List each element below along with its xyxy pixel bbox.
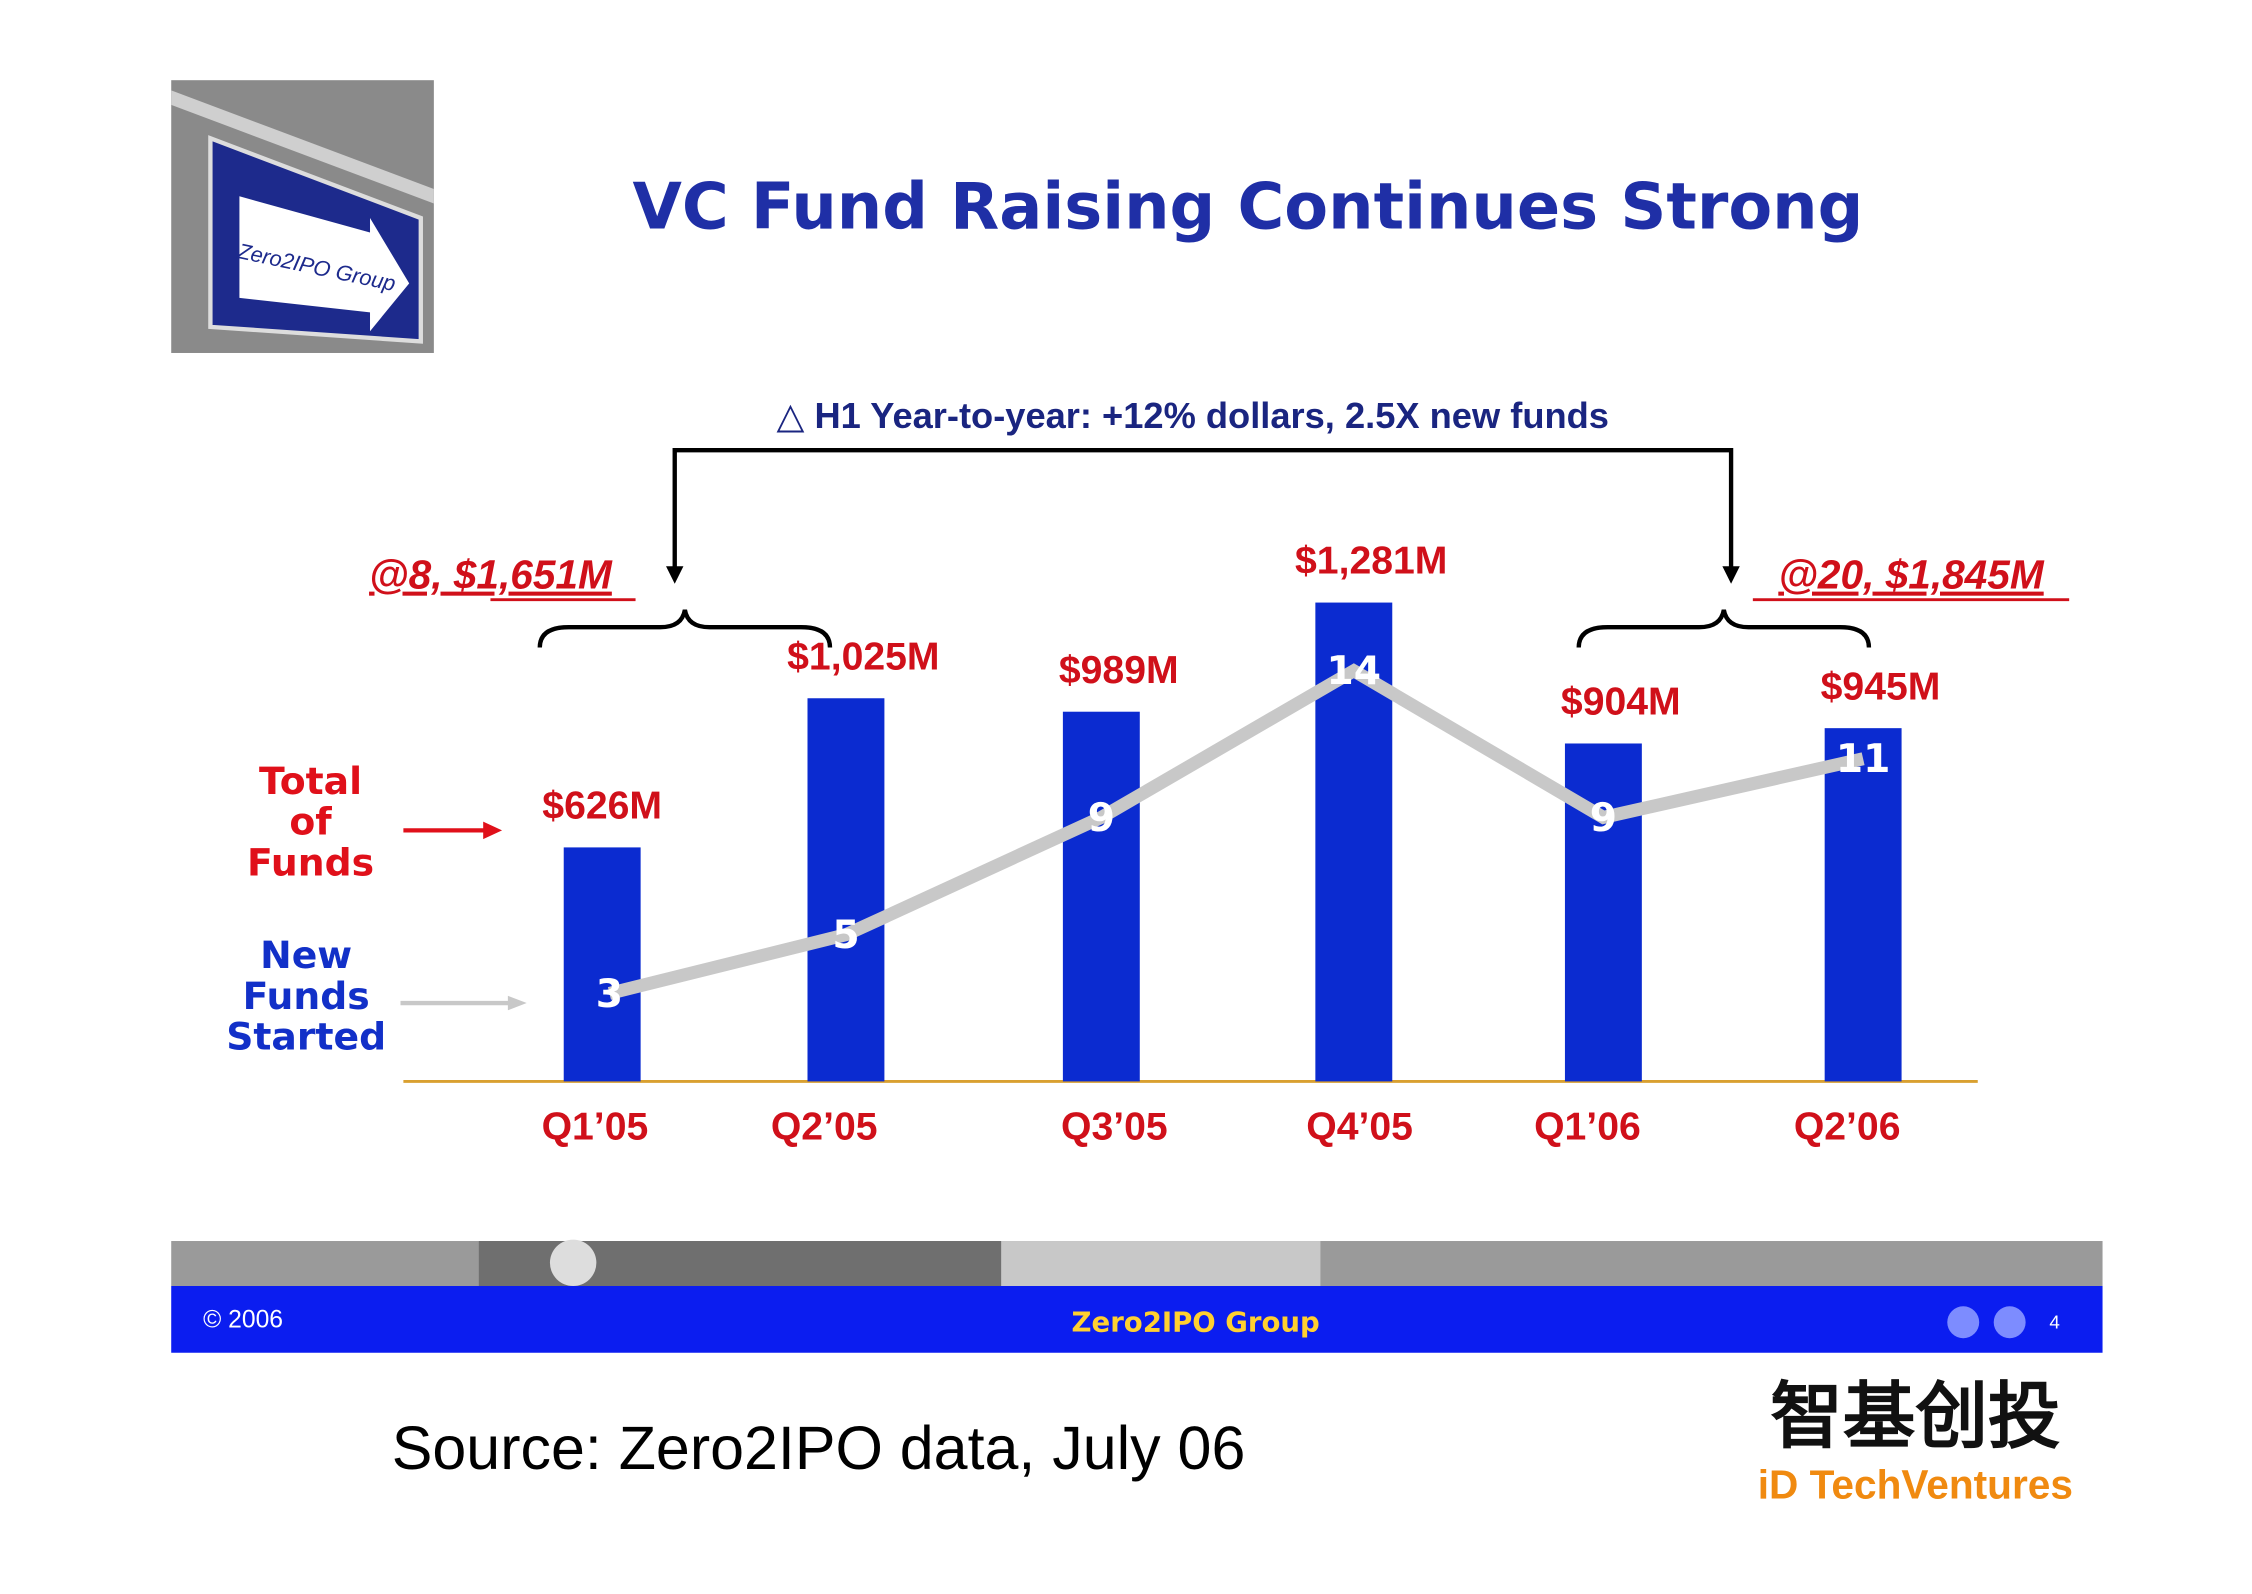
brand-chinese: 智基创投	[1770, 1377, 2060, 1458]
x-tick-label: Q2’05	[771, 1106, 878, 1149]
bar	[1824, 728, 1902, 1082]
logo: Zero2IPO Group	[171, 80, 434, 353]
footer-company: Zero2IPO Group	[1072, 1307, 1320, 1339]
bracket-label: @20, $1,845M	[1778, 552, 2045, 598]
footer-copyright: © 2006	[203, 1306, 283, 1333]
line-label: 14	[1327, 649, 1382, 694]
value-label: $626M	[542, 785, 662, 828]
page-number: 4	[2049, 1312, 2060, 1333]
value-label: $1,025M	[787, 635, 939, 678]
connector	[672, 448, 1734, 578]
legend-bar: Total of Funds	[246, 762, 375, 886]
footer-dot	[1993, 1306, 2026, 1339]
plot: $626M Q1’05 $1,025M Q2’05 $989M Q3’05 $1,281M Q…	[542, 540, 1941, 1149]
value-label: $989M	[1059, 649, 1179, 692]
footer-photos	[1001, 1241, 1321, 1286]
line	[607, 663, 1865, 1000]
x-tick-label: Q3’05	[1061, 1106, 1168, 1149]
logo-rail	[171, 90, 434, 204]
legend-label: New Funds Started	[226, 936, 387, 1060]
x-tick-label: Q1’05	[542, 1106, 649, 1149]
brace	[1576, 609, 1872, 648]
logo-arrow	[239, 196, 410, 332]
brand-english: iD TechVentures	[1758, 1461, 2073, 1507]
line-label: 11	[1836, 737, 1890, 782]
source: Source: Zero2IPO data, July 06	[392, 1414, 1246, 1482]
line-label: 9	[1590, 796, 1617, 841]
bar	[1062, 711, 1140, 1082]
line-label: 3	[596, 972, 623, 1017]
x-tick-label: Q4’05	[1306, 1106, 1413, 1149]
legend-label: Total of Funds	[246, 762, 375, 886]
line-label: 5	[832, 913, 859, 958]
value-label: $1,281M	[1295, 540, 1447, 583]
value-label: $904M	[1561, 681, 1681, 724]
brace	[537, 609, 833, 648]
footer-photo-dot	[549, 1239, 597, 1286]
bracket-label: @8, $1,651M	[369, 552, 613, 598]
legend-line: New Funds Started	[226, 936, 387, 1060]
connector-arrows	[666, 566, 1740, 584]
annotation: △ H1 Year-to-year: +12% dollars, 2.5X ne…	[777, 395, 1609, 436]
x-tick-label: Q1’06	[1534, 1106, 1641, 1149]
x-tick-label: Q2’06	[1794, 1106, 1901, 1149]
bar	[807, 698, 885, 1082]
value-label: $945M	[1821, 665, 1941, 708]
legend-arrowhead	[483, 821, 503, 840]
chart-title: VC Fund Raising Continues Strong	[632, 170, 1863, 244]
line-label: 9	[1088, 796, 1115, 841]
footer-dot	[1947, 1306, 1980, 1339]
bar	[563, 847, 641, 1082]
legend-arrowhead	[507, 995, 527, 1011]
footer-bar	[171, 1285, 2103, 1353]
